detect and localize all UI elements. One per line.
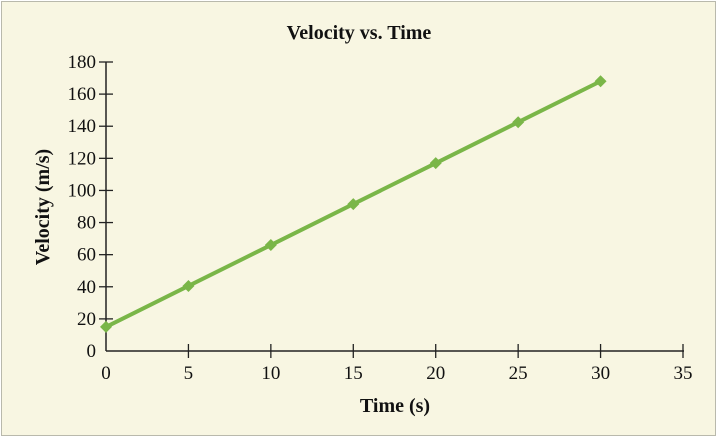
x-tick-label: 5: [184, 363, 194, 384]
y-tick-label: 80: [77, 213, 96, 234]
x-tick-label: 10: [261, 363, 280, 384]
y-tick-label: 140: [68, 116, 97, 137]
x-tick-label: 0: [101, 363, 111, 384]
data-point: [264, 239, 277, 252]
y-tick-label: 40: [77, 277, 96, 298]
x-tick-label: 30: [591, 363, 610, 384]
y-tick-label: 120: [68, 148, 97, 169]
x-tick-label: 35: [674, 363, 693, 384]
data-point: [594, 75, 607, 88]
x-tick-label: 25: [509, 363, 528, 384]
data-point: [429, 157, 442, 170]
y-tick-label: 100: [68, 180, 97, 201]
y-tick-label: 60: [77, 245, 96, 266]
data-point: [182, 279, 195, 292]
data-point: [100, 320, 112, 333]
x-tick-label: 15: [344, 363, 363, 384]
y-axis-label: Velocity (m/s): [32, 149, 54, 265]
data-point: [512, 116, 525, 129]
y-tick-label: 0: [87, 341, 97, 362]
data-point: [347, 198, 360, 211]
y-tick-label: 180: [68, 52, 97, 73]
y-tick-label: 20: [77, 309, 96, 330]
chart-title: Velocity vs. Time: [287, 22, 432, 44]
y-tick-label: 160: [68, 84, 97, 105]
x-axis-label: Time (s): [360, 395, 430, 417]
x-tick-label: 20: [426, 363, 445, 384]
